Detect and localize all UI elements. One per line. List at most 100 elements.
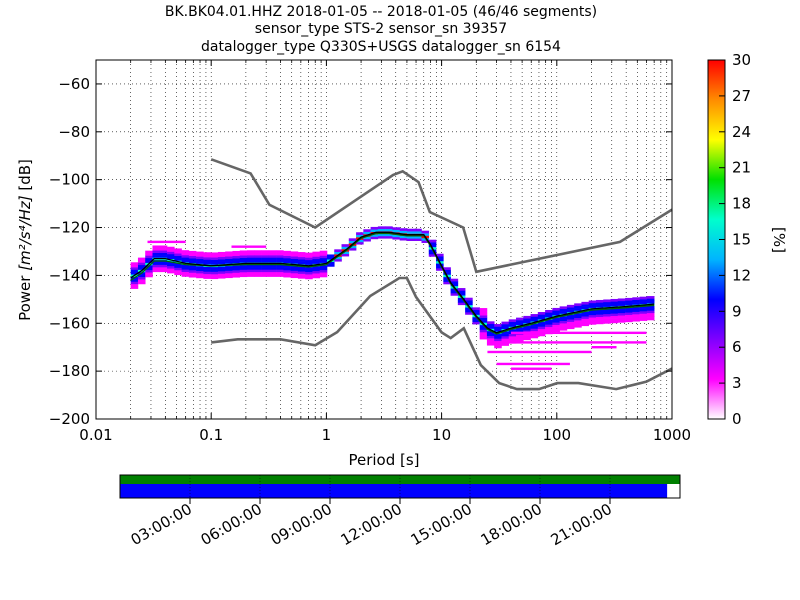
ppsd-cell xyxy=(414,238,422,241)
ppsd-cell xyxy=(516,327,524,330)
ppsd-cell xyxy=(210,257,219,260)
ppsd-cell xyxy=(297,252,306,255)
ppsd-cell xyxy=(443,281,451,285)
ppsd-cell xyxy=(370,234,379,237)
ppsd-cell xyxy=(268,252,277,256)
ppsd-cell xyxy=(167,270,175,274)
ppsd-cell xyxy=(326,264,335,267)
ppsd-cell xyxy=(225,256,233,259)
ppsd-cell xyxy=(348,247,357,251)
ppsd-cell xyxy=(305,259,313,263)
ppsd-cell xyxy=(406,228,415,232)
ppsd-cell xyxy=(406,231,415,234)
ppsd-cell xyxy=(203,266,211,270)
ppsd-cell xyxy=(305,262,313,265)
ppsd-cell xyxy=(167,253,175,257)
ppsd-cell xyxy=(457,297,466,301)
ppsd-cell xyxy=(334,256,342,260)
ppsd-cell xyxy=(283,260,291,264)
ppsd-cell xyxy=(312,266,321,269)
ppsd-cell xyxy=(130,264,139,268)
ppsd-cell xyxy=(566,307,575,310)
ppsd-cell xyxy=(188,265,197,268)
ppsd-cell xyxy=(319,267,328,271)
ppsd-cell xyxy=(494,328,502,332)
ppsd-cell xyxy=(588,302,597,306)
x-tick-label: 1000 xyxy=(653,426,691,444)
ppsd-cell xyxy=(479,334,488,338)
ppsd-cell xyxy=(181,274,190,277)
ppsd-cell xyxy=(145,253,153,256)
ppsd-cell xyxy=(516,322,524,326)
ppsd-cell xyxy=(305,257,313,261)
ppsd-cell xyxy=(501,338,510,342)
y-axis-label: Power [m²/s⁴/Hz] [dB] xyxy=(16,159,34,321)
ppsd-cell xyxy=(581,318,590,322)
ppsd-cell xyxy=(174,258,182,261)
ppsd-cell xyxy=(145,269,153,273)
ppsd-cell xyxy=(595,304,604,308)
ppsd-cell xyxy=(130,269,139,273)
ppsd-cell xyxy=(610,310,619,314)
ppsd-cell xyxy=(625,314,633,318)
ppsd-cell xyxy=(574,317,582,321)
ppsd-cell xyxy=(414,228,422,232)
ppsd-cell xyxy=(625,312,633,315)
ppsd-cell xyxy=(268,271,277,275)
ppsd-cell xyxy=(312,273,321,276)
ppsd-cell xyxy=(545,324,553,328)
ppsd-cell xyxy=(465,312,473,315)
ppsd-cell xyxy=(494,333,502,337)
ppsd-cell xyxy=(159,262,168,265)
ppsd-cell xyxy=(566,314,575,318)
ppsd-cell xyxy=(283,250,291,254)
ppsd-cell xyxy=(457,292,466,296)
ppsd-cell xyxy=(130,286,139,289)
ppsd-cell xyxy=(326,256,335,260)
ppsd-cell xyxy=(421,240,430,243)
ppsd-cell xyxy=(566,319,575,322)
ppsd-cell xyxy=(479,308,488,311)
ppsd-cell xyxy=(545,321,553,325)
ppsd-cell xyxy=(646,312,655,316)
colorbar-tick-label: 24 xyxy=(732,123,751,141)
ppsd-cell xyxy=(174,267,182,271)
ppsd-cell xyxy=(137,267,146,270)
ppsd-cell xyxy=(377,228,386,232)
ppsd-cell xyxy=(254,252,262,256)
ppsd-cell xyxy=(196,275,204,279)
ppsd-cell xyxy=(167,246,175,250)
ppsd-cell xyxy=(385,233,393,237)
ppsd-cell xyxy=(283,253,291,256)
ppsd-cell xyxy=(443,269,451,273)
ppsd-cell xyxy=(537,321,546,325)
ppsd-cell xyxy=(290,258,299,262)
ppsd-cell xyxy=(181,254,190,258)
ppsd-cell xyxy=(508,333,517,337)
ppsd-cell xyxy=(450,293,459,296)
y-tick-label: −200 xyxy=(49,410,90,428)
ppsd-cell xyxy=(625,319,633,323)
ppsd-cell xyxy=(530,326,539,329)
ppsd-cell xyxy=(268,267,277,270)
ppsd-cell xyxy=(145,267,153,271)
ppsd-cell xyxy=(276,267,284,270)
ppsd-cell xyxy=(145,255,153,259)
ppsd-cell xyxy=(617,317,626,321)
ppsd-cell xyxy=(247,257,255,261)
ppsd-cell xyxy=(232,250,241,254)
x-tick-label: 0.01 xyxy=(79,426,112,444)
ppsd-cell xyxy=(595,299,604,303)
ppsd-cell xyxy=(196,256,204,260)
ppsd-cell xyxy=(232,272,241,276)
ppsd-cell xyxy=(174,255,182,259)
ppsd-cell xyxy=(137,281,146,285)
ppsd-cell xyxy=(363,238,371,242)
ppsd-cell xyxy=(530,333,539,336)
y-tick-label: −140 xyxy=(49,266,90,284)
ppsd-cell xyxy=(479,315,488,318)
ppsd-cell xyxy=(167,263,175,267)
ppsd-cell xyxy=(486,326,495,329)
ppsd-outlier-band xyxy=(496,341,647,344)
ppsd-cell xyxy=(588,317,597,320)
